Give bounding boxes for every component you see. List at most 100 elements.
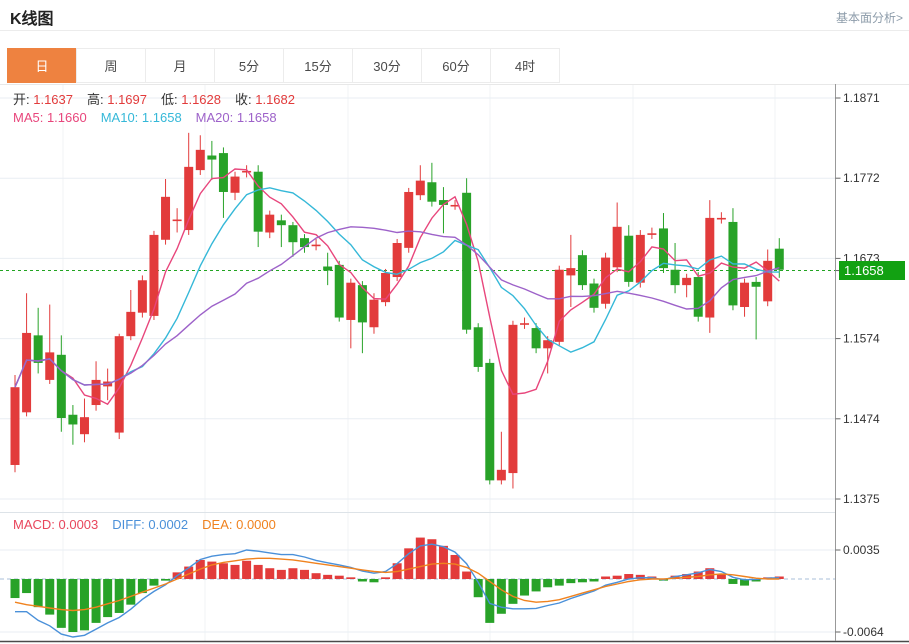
legend-diff: DIFF: 0.0002: [112, 517, 189, 532]
candle: [195, 135, 205, 175]
candle-body: [300, 238, 309, 248]
candle: [774, 238, 784, 278]
candle-body: [381, 272, 391, 303]
candle-body: [427, 182, 437, 202]
candle: [137, 275, 147, 318]
candle: [79, 398, 89, 443]
candle-body: [195, 149, 205, 171]
fundamental-analysis-link[interactable]: 基本面分析>: [835, 11, 903, 25]
candle: [485, 358, 495, 485]
macd-bar: [369, 578, 379, 583]
candle: [520, 317, 530, 329]
candle-body: [323, 266, 333, 271]
price-axis-label: 1.1772: [843, 171, 880, 185]
candle-body: [450, 204, 460, 207]
candle-body: [126, 311, 136, 337]
candle: [334, 260, 344, 322]
tab-15分[interactable]: 15分: [283, 48, 353, 83]
candle-body: [705, 217, 715, 318]
macd-bar: [184, 566, 194, 579]
candle: [601, 252, 611, 309]
ma10-line: [14, 187, 780, 388]
macd-bar: [415, 537, 425, 579]
macd-bar: [357, 578, 367, 582]
tab-30分[interactable]: 30分: [352, 48, 422, 83]
macd-bar: [114, 578, 124, 613]
candle: [323, 252, 333, 286]
macd-bar: [253, 564, 263, 579]
macd-bar: [33, 578, 43, 608]
last-price-badge: 1.1658: [839, 261, 905, 280]
candle-body: [763, 260, 773, 302]
macd-bar: [566, 578, 576, 584]
candle: [751, 277, 761, 340]
candle: [427, 162, 437, 207]
tab-月[interactable]: 月: [145, 48, 215, 83]
tab-5分[interactable]: 5分: [214, 48, 284, 83]
macd-bar: [300, 569, 309, 579]
candle: [612, 202, 622, 273]
price-axis-label: -0.0064: [843, 625, 884, 639]
macd-bar: [91, 578, 101, 623]
candle: [450, 200, 460, 210]
legend-ma20: MA20: 1.1658: [195, 110, 277, 125]
candle-body: [79, 417, 89, 435]
candle-body: [774, 248, 784, 270]
candle-body: [601, 257, 611, 304]
candle: [496, 431, 506, 485]
candle-body: [33, 335, 43, 363]
candle: [242, 165, 252, 178]
candle-body: [230, 176, 240, 193]
candle-body: [68, 414, 78, 425]
macd-bar: [10, 578, 20, 599]
candle: [635, 230, 645, 288]
price-axis-label: 1.1574: [843, 332, 880, 346]
macd-bar: [381, 577, 391, 579]
tab-60分[interactable]: 60分: [421, 48, 491, 83]
macd-bar: [334, 575, 344, 579]
macd-bar: [126, 578, 136, 605]
candle-body: [531, 328, 541, 349]
candle: [357, 281, 367, 354]
candle-body: [473, 327, 483, 367]
candle-body: [149, 234, 159, 316]
tab-日[interactable]: 日: [7, 48, 77, 83]
candle-body: [56, 354, 66, 418]
macd-pane: [10, 537, 784, 638]
page-title: K线图: [10, 11, 54, 28]
candle-body: [265, 214, 275, 233]
macd-bar: [624, 574, 634, 579]
candle-body: [740, 282, 750, 308]
price-axis-label: 1.1474: [843, 412, 880, 426]
macd-bar: [218, 563, 228, 579]
candle-body: [566, 268, 576, 276]
candle: [253, 165, 263, 248]
macd-bar: [323, 574, 333, 579]
candle-body: [543, 340, 553, 349]
candle: [682, 273, 692, 298]
candle-body: [22, 332, 32, 413]
price-axis-label: 0.0035: [843, 543, 880, 557]
macd-bar: [705, 568, 715, 579]
candle-body: [172, 219, 182, 222]
macd-bar: [577, 578, 587, 583]
diff-line: [15, 543, 780, 638]
tab-4时[interactable]: 4时: [490, 48, 560, 83]
candle-body: [369, 299, 379, 328]
candle: [45, 304, 55, 384]
candle: [172, 208, 182, 233]
macd-bar: [311, 573, 321, 579]
price-axis-label: 1.1871: [843, 91, 880, 105]
macd-bar: [207, 561, 217, 579]
macd-bar: [635, 574, 645, 579]
macd-bar: [554, 578, 564, 586]
candle: [566, 234, 576, 308]
candle-body: [207, 155, 217, 160]
macd-bar: [438, 545, 448, 579]
candle-body: [10, 387, 20, 465]
legend-ma10: MA10: 1.1658: [100, 110, 182, 125]
macd-bar: [103, 578, 113, 618]
macd-bar: [612, 575, 622, 579]
main-pane: [10, 132, 784, 489]
